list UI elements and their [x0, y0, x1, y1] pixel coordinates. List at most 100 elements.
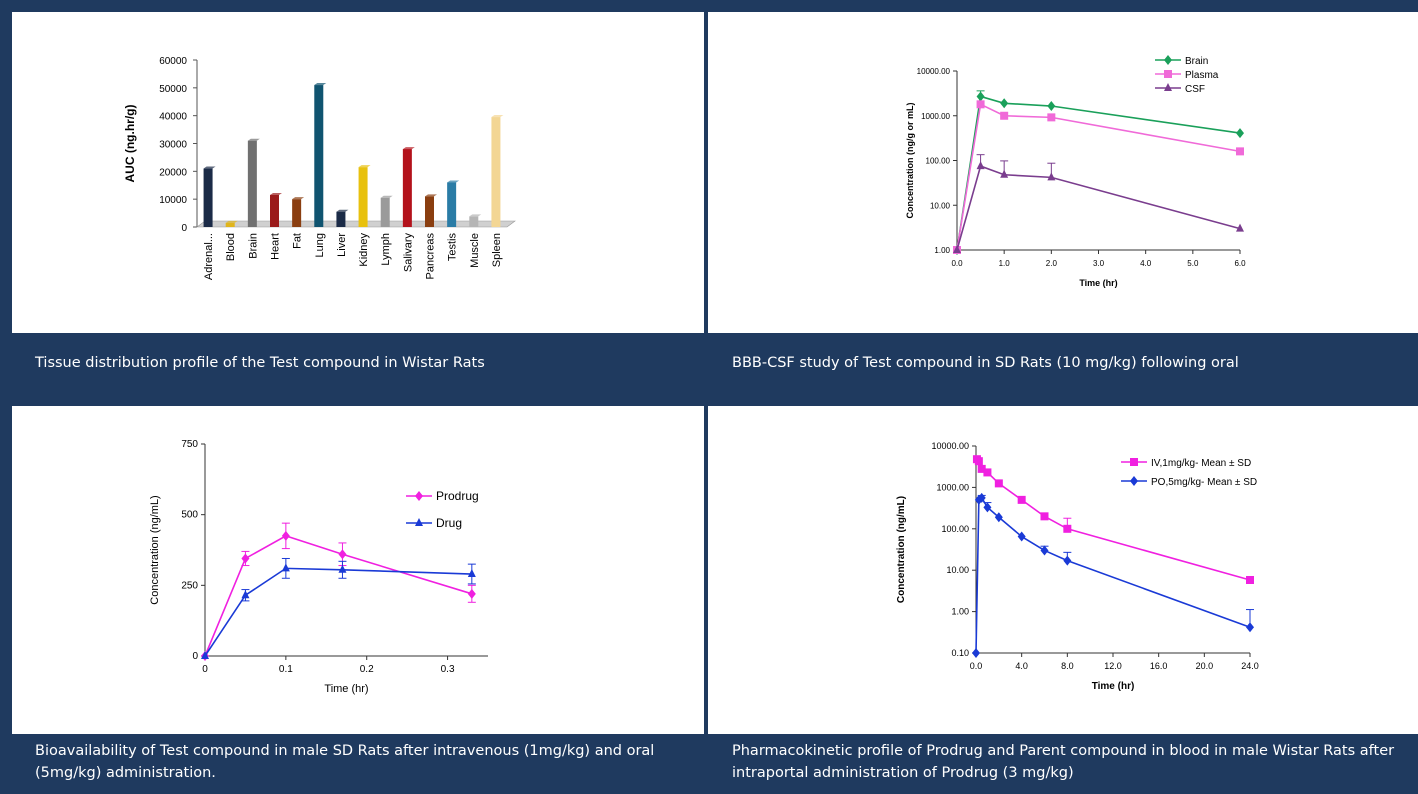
data-point: [983, 502, 992, 513]
bar-top: [358, 165, 371, 168]
legend-label: Prodrug: [436, 489, 479, 503]
y-axis-label: Concentration (ng/mL): [149, 495, 161, 604]
data-point: [1017, 531, 1026, 542]
x-tick-label: 0: [202, 664, 208, 675]
data-point: [1047, 101, 1056, 112]
x-tick-label: Testis: [447, 233, 459, 262]
data-point: [1047, 113, 1056, 122]
bar: [425, 196, 434, 227]
data-point: [1246, 622, 1254, 633]
x-axis-label: Time (hr): [324, 683, 368, 695]
pk-profile-line-chart: 0.10 1.00 10.00 100.00 1000.00 10000.00 0.0 4.0…: [896, 441, 1259, 692]
data-point: [1000, 98, 1009, 109]
data-point: [994, 479, 1003, 488]
x-tick-label: Salivary: [402, 233, 414, 273]
y-tick-label: 10000: [159, 195, 187, 206]
y-tick-label: 500: [181, 510, 198, 521]
bar: [314, 85, 324, 227]
y-axis-label: Concentration (ng/mL): [896, 496, 907, 603]
y-tick-label: 20000: [159, 167, 187, 178]
bar-top: [402, 147, 415, 150]
bar: [292, 199, 302, 227]
data-point: [1047, 172, 1056, 181]
x-tick-label: 0.0: [951, 259, 963, 268]
x-tick-label: 3.0: [1093, 259, 1105, 268]
data-point: [467, 588, 476, 599]
tissue-bar-chart: 0 10000 20000 30000 40000 50000 60000 AUC (ng.h…: [123, 56, 516, 280]
series-line: [956, 165, 1241, 251]
y-axis-label: Concentration (ng/g or mL): [905, 103, 915, 219]
legend-marker: [1130, 458, 1138, 466]
data-point: [1017, 495, 1026, 504]
y-tick-label: 10000.00: [917, 67, 951, 76]
bar: [358, 167, 368, 227]
legend-marker: [1164, 83, 1172, 91]
data-point: [977, 492, 986, 503]
data-point: [338, 564, 347, 573]
bar: [380, 197, 390, 227]
data-point: [1040, 512, 1049, 521]
legend-label: Plasma: [1185, 70, 1219, 81]
data-point: [1000, 169, 1009, 178]
bar-top: [314, 83, 327, 86]
panel-pk-profile: 0.10 1.00 10.00 100.00 1000.00 10000.00 0.0 4.0…: [708, 406, 1418, 734]
bar-top: [380, 195, 393, 198]
panel-tissue-distribution: 0 10000 20000 30000 40000 50000 60000 AUC (ng.h…: [12, 12, 704, 333]
data-point: [467, 569, 476, 578]
bar-top: [270, 192, 282, 195]
x-tick-label: Adrenal...: [203, 233, 215, 280]
panel-bbb-csf: 1.00 10.00 100.00 1000.00 10000.00 0.0 1.0 2.0 3…: [708, 12, 1418, 333]
bar: [270, 194, 279, 227]
panel-bioavailability: 0 250 500 750 0 0.1 0.2 0.3 Time (hr) Concentrati…: [12, 406, 704, 734]
bar-top: [203, 166, 216, 169]
x-tick-label: 0.0: [970, 661, 983, 671]
bar-top: [425, 194, 437, 197]
data-point: [241, 590, 250, 599]
legend-marker: [1164, 55, 1172, 65]
data-point: [241, 553, 250, 564]
data-point: [1236, 223, 1244, 232]
data-point: [1236, 128, 1244, 139]
x-tick-label: 6.0: [1234, 259, 1246, 268]
legend-label: Drug: [436, 516, 462, 530]
x-tick-label: Blood: [225, 233, 237, 261]
bar: [402, 149, 412, 227]
y-tick-label: 0: [181, 223, 187, 234]
y-tick-label: 750: [181, 439, 198, 450]
y-tick-label: 60000: [159, 56, 187, 67]
y-tick-label: 10000.00: [931, 441, 969, 451]
y-tick-label: 1000.00: [936, 482, 969, 492]
x-tick-label: 12.0: [1104, 661, 1122, 671]
data-point: [281, 563, 290, 572]
data-point: [338, 549, 347, 560]
data-point: [983, 468, 992, 477]
x-tick-label: Kidney: [358, 233, 370, 267]
legend-marker: [1130, 476, 1138, 486]
y-tick-label: 1.00: [934, 246, 950, 255]
y-tick-label: 10.00: [930, 201, 951, 210]
x-tick-label: Pancreas: [425, 233, 437, 280]
y-tick-label: 30000: [159, 140, 187, 151]
caption-bbb-csf: BBB-CSF study of Test compound in SD Rat…: [732, 355, 1239, 371]
x-tick-label: 0.1: [279, 664, 293, 675]
data-point: [976, 161, 985, 170]
x-axis-label: Time (hr): [1092, 681, 1135, 692]
chart-floor: [196, 220, 516, 228]
x-tick-label: Fat: [292, 233, 304, 249]
y-axis-label: AUC (ng.hr/g): [123, 105, 137, 183]
data-point: [1063, 524, 1072, 533]
bar-top: [225, 220, 238, 223]
legend-label: PO,5mg/kg- Mean ± SD: [1151, 477, 1257, 488]
x-tick-label: 0.3: [441, 664, 455, 675]
x-tick-label: 24.0: [1241, 661, 1259, 671]
x-tick-label: 2.0: [1046, 259, 1058, 268]
bar-top: [469, 214, 482, 217]
data-point: [972, 648, 980, 658]
bar: [491, 117, 501, 227]
series-line: [975, 496, 1251, 654]
data-point: [201, 651, 209, 659]
legend-marker: [1164, 70, 1172, 78]
data-point: [994, 512, 1003, 523]
y-tick-label: 0: [192, 651, 198, 662]
y-tick-label: 100.00: [941, 524, 969, 534]
